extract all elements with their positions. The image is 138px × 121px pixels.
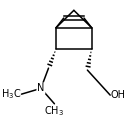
Text: H$_3$C: H$_3$C — [1, 87, 22, 101]
Text: OH: OH — [110, 90, 125, 100]
Text: CH$_3$: CH$_3$ — [44, 104, 64, 118]
Text: N: N — [37, 83, 45, 93]
